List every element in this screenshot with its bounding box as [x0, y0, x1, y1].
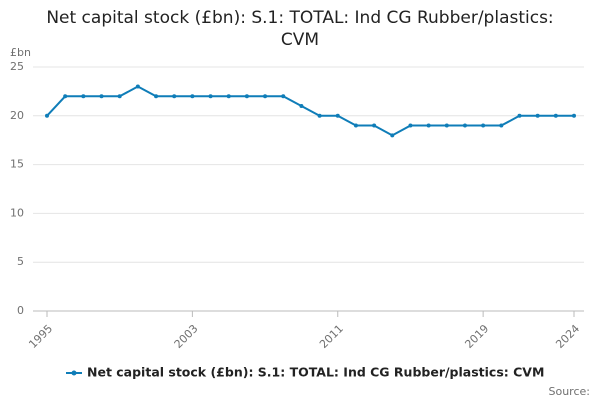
data-point [353, 123, 358, 128]
data-point [444, 123, 449, 128]
y-tick-label: 20 [10, 109, 24, 122]
data-point [317, 113, 322, 118]
y-tick-label: 15 [10, 158, 24, 171]
data-point [117, 94, 122, 99]
data-point [281, 94, 286, 99]
x-tick-label: 2019 [462, 322, 491, 351]
y-tick-label: 0 [17, 304, 24, 317]
data-point [63, 94, 68, 99]
x-tick-label: 1995 [26, 322, 55, 351]
x-tick-label: 2011 [317, 322, 346, 351]
data-point [572, 113, 576, 118]
data-point [499, 123, 504, 128]
data-point [535, 113, 540, 118]
data-point [154, 94, 159, 99]
chart-title: Net capital stock (£bn): S.1: TOTAL: Ind… [46, 8, 553, 50]
data-point [517, 113, 522, 118]
data-point [99, 94, 104, 99]
y-tick-label: 10 [10, 206, 24, 219]
data-point [226, 94, 231, 99]
data-point [335, 113, 340, 118]
data-point [553, 113, 558, 118]
data-point [81, 94, 86, 99]
data-point [390, 133, 395, 138]
data-point [462, 123, 467, 128]
data-point [244, 94, 249, 99]
y-tick-label: 5 [17, 255, 24, 268]
data-point [135, 84, 140, 89]
data-point [190, 94, 195, 99]
legend-label: Net capital stock (£bn): S.1: TOTAL: Ind… [87, 365, 544, 380]
y-axis-label: £bn [10, 46, 31, 59]
data-point [481, 123, 486, 128]
y-tick-label: 25 [10, 60, 24, 73]
data-point [45, 113, 49, 118]
data-point [299, 104, 304, 109]
data-point [408, 123, 413, 128]
x-tick-label: 2024 [553, 322, 582, 351]
data-point [263, 94, 268, 99]
data-point [426, 123, 431, 128]
x-tick-label: 2003 [172, 322, 201, 351]
data-point [372, 123, 377, 128]
data-point [208, 94, 213, 99]
data-line [46, 85, 574, 137]
data-point [172, 94, 177, 99]
source-label: Source: [549, 385, 591, 398]
legend-swatch [71, 370, 77, 376]
